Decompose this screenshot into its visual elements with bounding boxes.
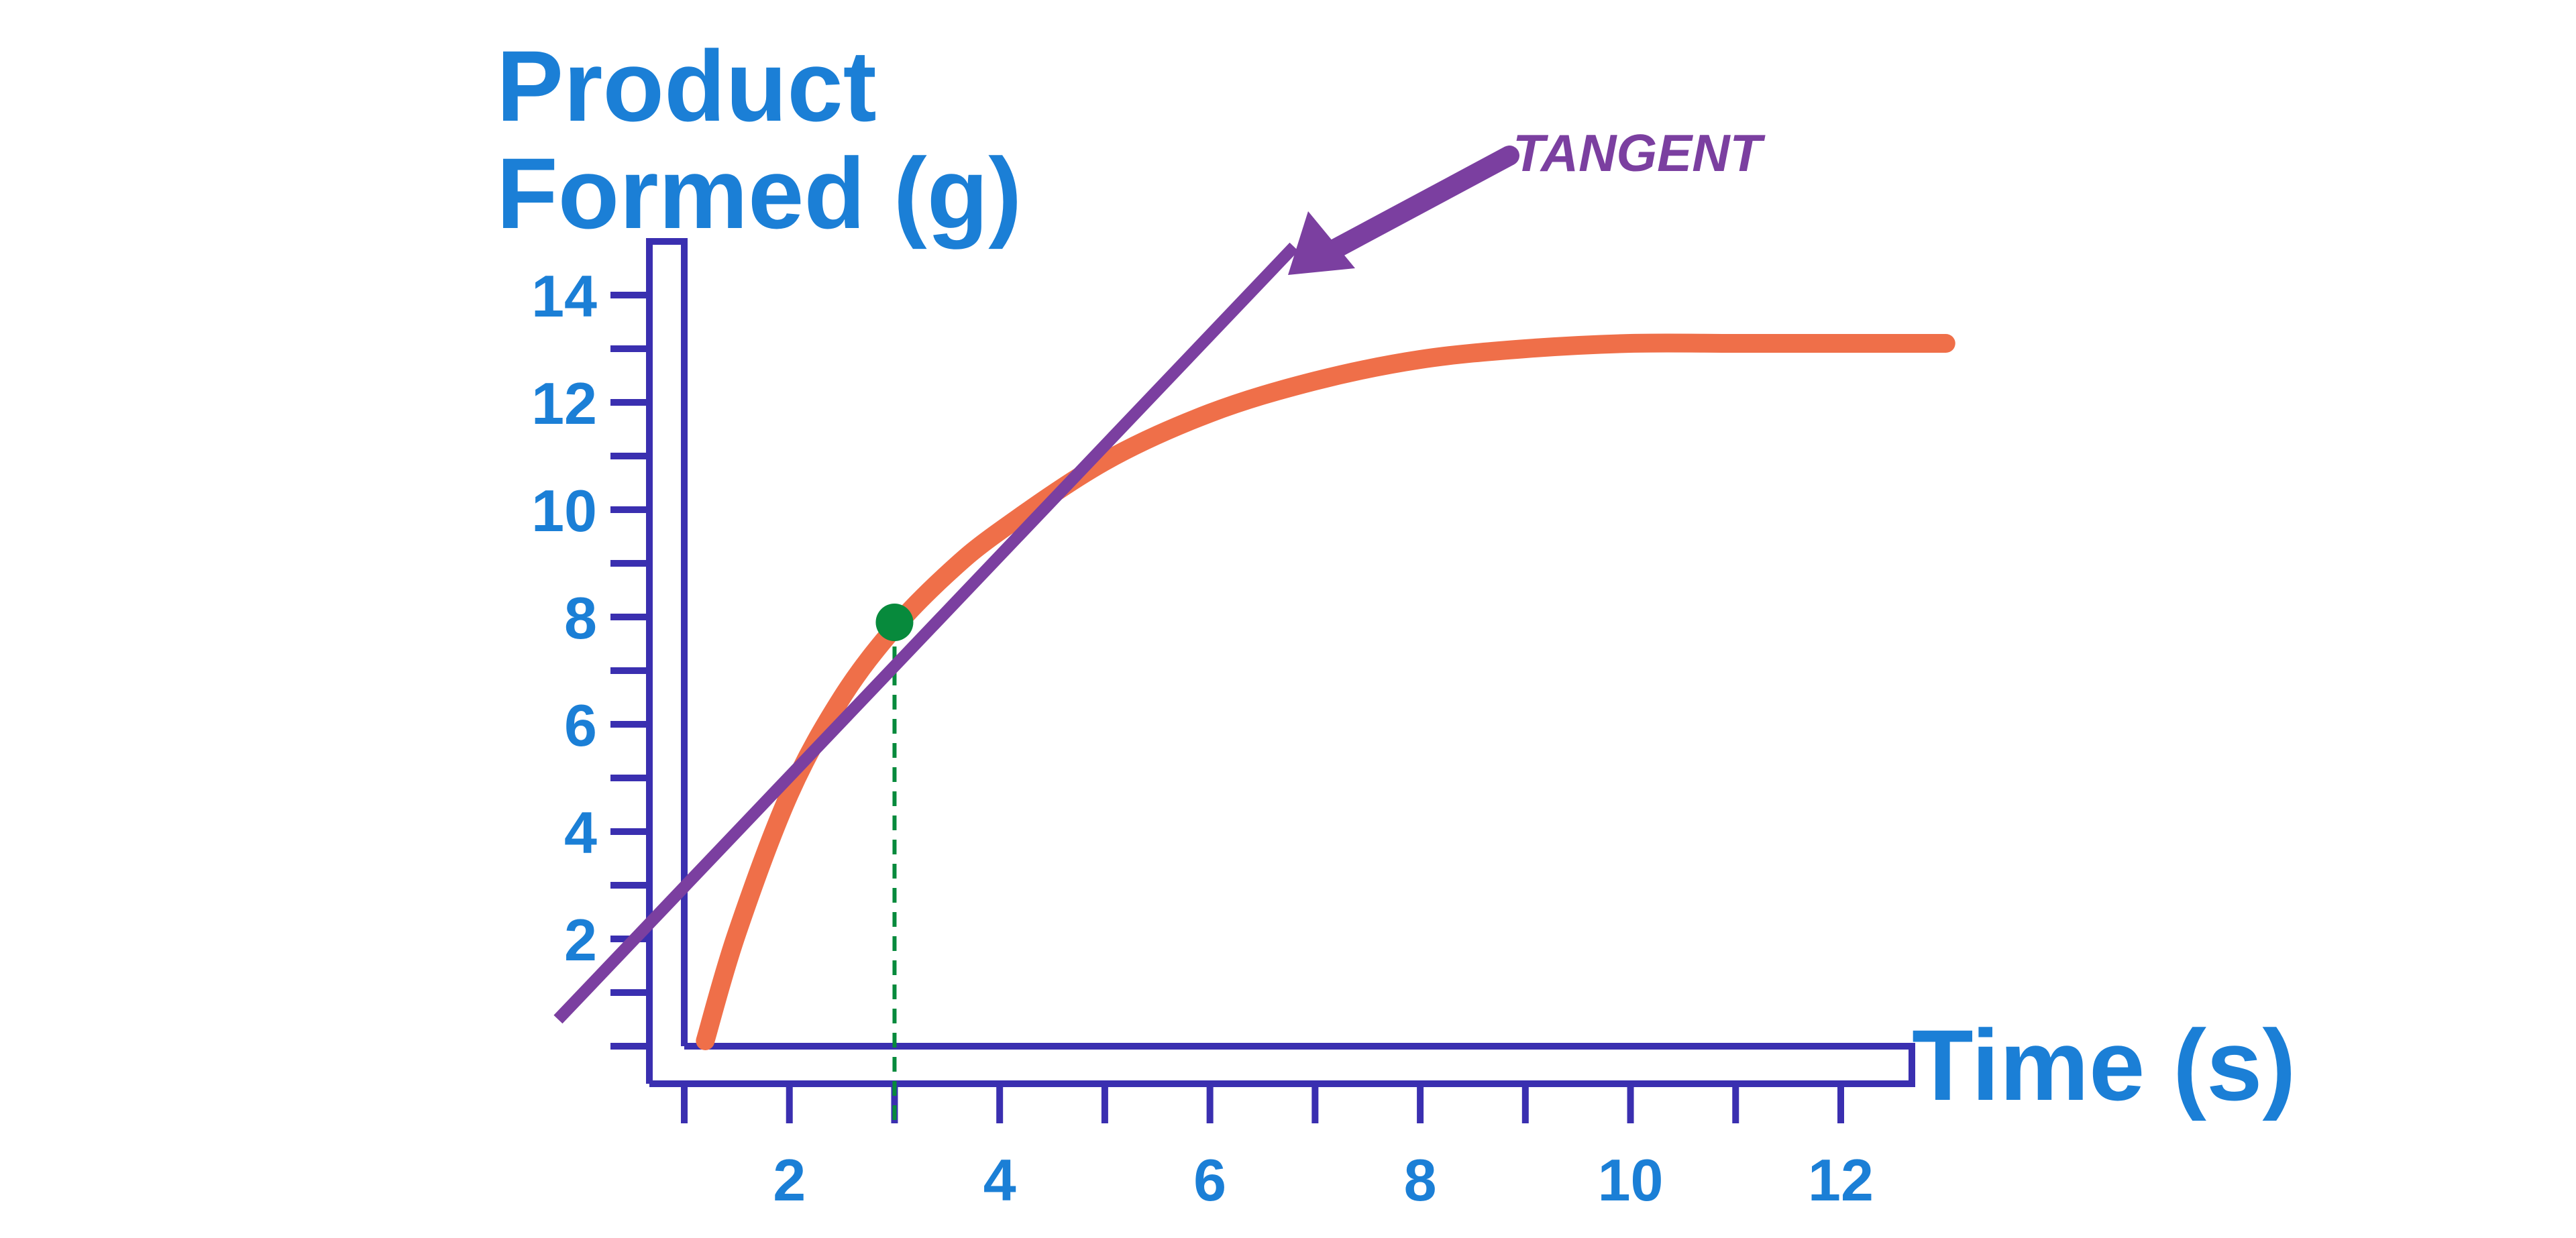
y-axis-label-line-1: Product (496, 30, 877, 142)
axes (646, 238, 1915, 1087)
x-tick-label: 8 (1404, 1147, 1437, 1213)
x-axis-label: Time (s) (1912, 1009, 2296, 1121)
x-tick-label: 4 (983, 1147, 1016, 1213)
y-axis-label-line-2: Formed (g) (496, 137, 1022, 249)
tangent-arrow-shaft (1311, 146, 1519, 266)
y-tick-label: 10 (531, 477, 597, 544)
y-tick-label: 12 (531, 370, 597, 437)
x-tick-label: 2 (773, 1147, 806, 1213)
y-axis-line (646, 238, 688, 1084)
tangent-point (875, 604, 914, 641)
y-tick-label: 4 (564, 799, 597, 866)
x-tick-label: 10 (1598, 1147, 1664, 1213)
tangent-annotation-label: TANGENT (1513, 123, 1766, 182)
product-curve-line (696, 333, 1955, 1050)
y-tick-label: 8 (564, 585, 597, 651)
y-tick-label: 6 (564, 692, 597, 758)
tangent-arrow-head (1288, 211, 1355, 275)
tangent-line (553, 242, 1299, 1024)
marks (553, 146, 1955, 1123)
x-tick-label: 6 (1193, 1147, 1226, 1213)
x-axis-line (649, 1043, 1915, 1087)
ticks: 2 4 6 8 10 12 14 2 4 6 8 10 12 (531, 263, 1874, 1213)
y-tick-label: 2 (564, 907, 597, 973)
y-tick-label: 14 (531, 263, 597, 329)
x-tick-label: 12 (1808, 1147, 1874, 1213)
